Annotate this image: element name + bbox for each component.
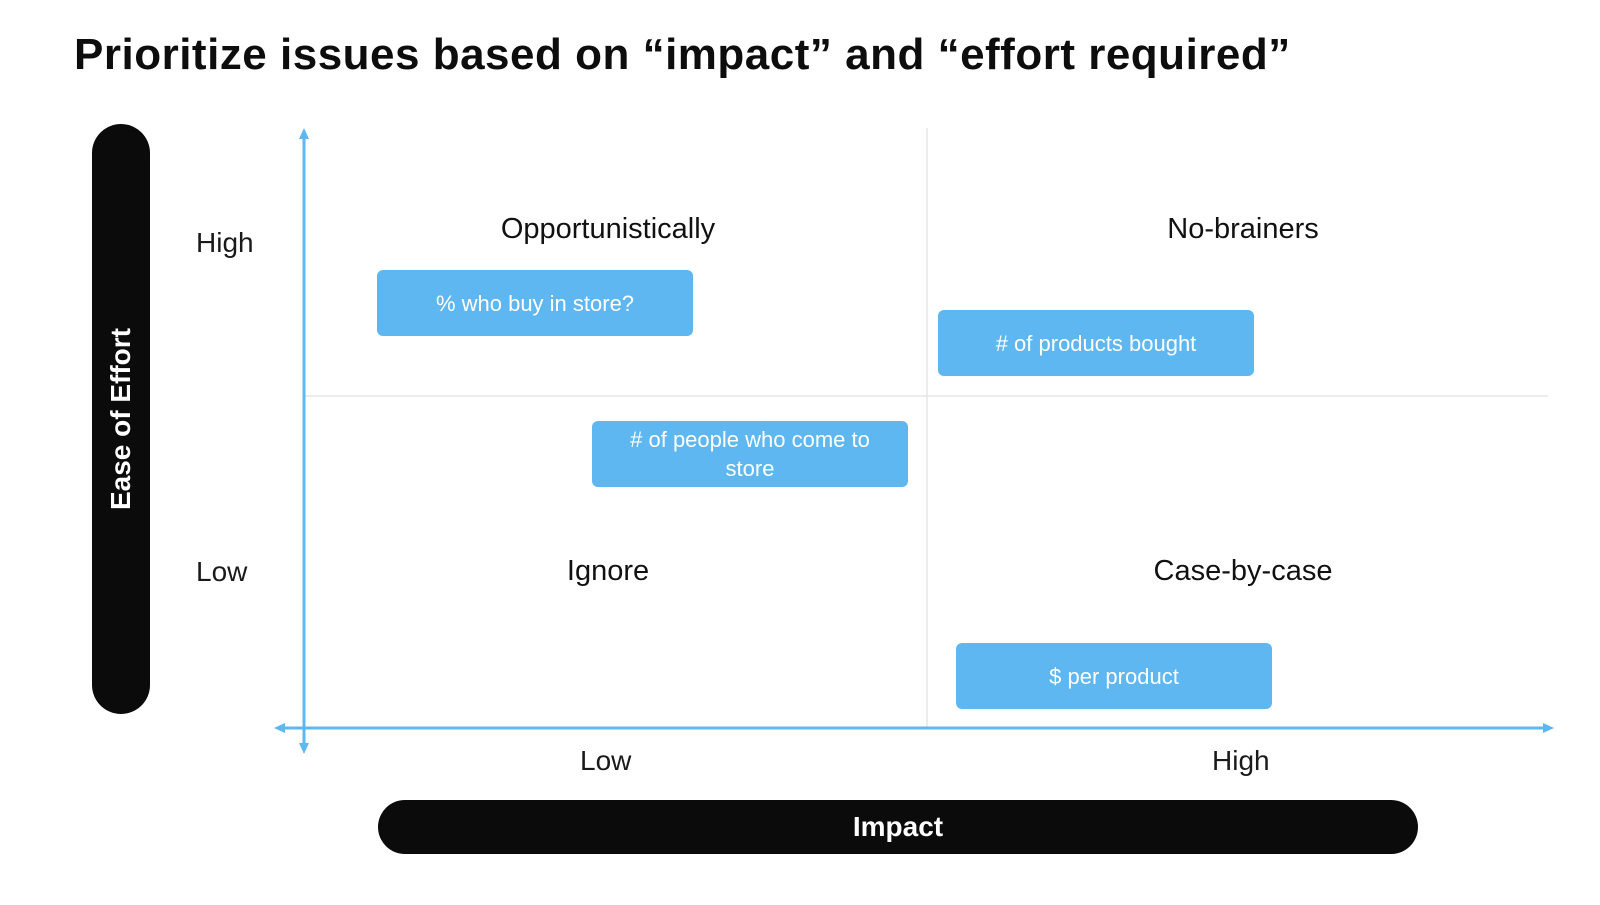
quadrant-label-top-left: Opportunistically bbox=[500, 213, 716, 245]
quadrant-label-bottom-left: Ignore bbox=[566, 555, 650, 587]
issue-card-buy-in-store: % who buy in store? bbox=[377, 270, 693, 336]
x-axis-arrow-left bbox=[274, 723, 285, 733]
x-tick-low: Low bbox=[580, 745, 632, 776]
x-axis-arrow-right bbox=[1543, 723, 1554, 733]
y-axis-arrow-up bbox=[299, 128, 309, 139]
quadrant-label-top-right: No-brainers bbox=[1167, 213, 1319, 245]
quadrant-label-bottom-right: Case-by-case bbox=[1153, 555, 1333, 587]
x-axis-title-pill: Impact bbox=[378, 800, 1418, 854]
y-axis-title-pill: Ease of Effort bbox=[92, 124, 150, 714]
issue-card-per-product: $ per product bbox=[956, 643, 1272, 709]
y-tick-low: Low bbox=[196, 556, 248, 587]
page-title: Prioritize issues based on “impact” and … bbox=[74, 30, 1291, 79]
y-axis-arrow-down bbox=[299, 743, 309, 754]
y-tick-high: High bbox=[196, 227, 254, 258]
issue-card-people-come-to-store: # of people who come to store bbox=[592, 421, 908, 487]
x-tick-high: High bbox=[1212, 745, 1270, 776]
issue-card-products-bought: # of products bought bbox=[938, 310, 1254, 376]
x-axis-title: Impact bbox=[852, 811, 944, 842]
y-axis-title: Ease of Effort bbox=[105, 327, 136, 511]
